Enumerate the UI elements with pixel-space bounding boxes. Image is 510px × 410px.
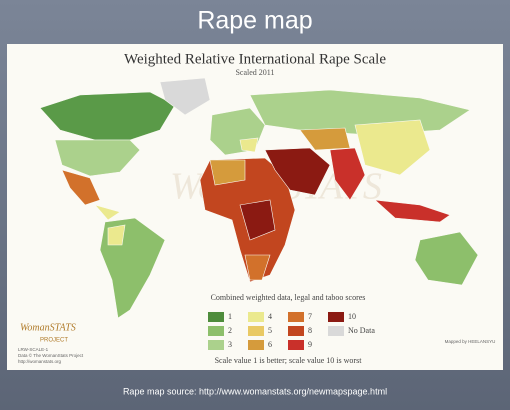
legend-swatch (288, 340, 304, 350)
logo-line: LRW-SCALE-1 (18, 347, 49, 352)
legend-label: 7 (308, 312, 312, 321)
legend-swatch (208, 326, 224, 336)
logo-sub: PROJECT (40, 338, 68, 344)
legend-swatch (248, 312, 264, 322)
legend-label: 8 (308, 326, 312, 335)
slide-title: Rape map (197, 7, 312, 35)
legend-label: 10 (348, 312, 356, 321)
canada (39, 91, 176, 141)
legend-swatch (328, 326, 344, 336)
indonesia (374, 199, 451, 223)
andes (107, 224, 126, 246)
legend-label: 6 (268, 340, 272, 349)
south-africa (244, 254, 271, 281)
legend: 1 2 3 4 5 6 7 8 9 10 No Data (208, 312, 375, 350)
legend-label: No Data (348, 326, 375, 335)
legend-swatch (288, 312, 304, 322)
map-subtitle: Scaled 2011 (235, 68, 274, 77)
world-map (39, 77, 479, 319)
central-africa (239, 199, 276, 241)
legend-label: 1 (228, 312, 232, 321)
legend-note: Scale value 1 is better; scale value 10 … (215, 356, 363, 365)
greenland (159, 77, 211, 116)
logo-line: Data © The WomanStats Project (18, 352, 84, 358)
legend-label: 3 (228, 340, 232, 349)
central-asia (299, 127, 351, 151)
map-title: Weighted Relative International Rape Sca… (124, 51, 386, 67)
source: Rape map source: http://www.womanstats.o… (123, 386, 387, 396)
legend-swatch (248, 326, 264, 336)
legend-swatch (328, 312, 344, 322)
legend-swatch (288, 326, 304, 336)
australia (414, 231, 479, 286)
north-africa (209, 159, 246, 186)
legend-label: 4 (268, 312, 272, 321)
legend-label: 9 (308, 340, 312, 349)
china (354, 119, 431, 176)
mexico (61, 169, 101, 206)
legend-label: 5 (268, 326, 272, 335)
legend-swatch (248, 340, 264, 350)
logo-line: http://womanstats.org (18, 359, 62, 364)
middle-east (264, 147, 331, 196)
legend-swatch (208, 340, 224, 350)
legend-label: 2 (228, 326, 232, 335)
central-america (94, 204, 121, 221)
logo-name: WomanSTATS (20, 322, 76, 333)
eastern-europe (239, 137, 259, 153)
south-asia (329, 147, 366, 201)
credit: Mapped by HEELANSYU (445, 339, 496, 344)
legend-title: Combined weighted data, legal and taboo … (211, 293, 366, 302)
usa (54, 139, 141, 177)
legend-swatch (208, 312, 224, 322)
